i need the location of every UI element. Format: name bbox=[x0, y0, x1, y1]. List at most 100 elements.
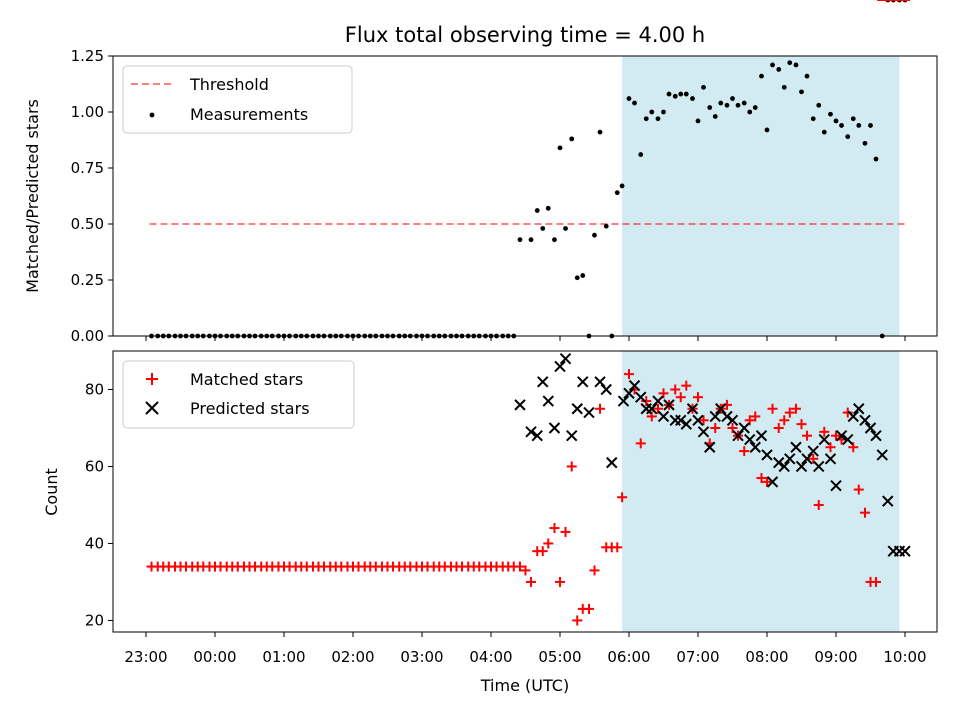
predicted-point bbox=[646, 403, 658, 415]
matched-point bbox=[566, 461, 577, 472]
predicted-point bbox=[830, 480, 842, 492]
measurement-point bbox=[666, 91, 672, 97]
predicted-point bbox=[531, 429, 543, 442]
legend-matched-label: Matched stars bbox=[190, 370, 303, 389]
measurement-point bbox=[678, 91, 684, 97]
y-tick-label: 1.25 bbox=[71, 47, 104, 65]
predicted-point bbox=[554, 360, 566, 373]
measurement-point bbox=[655, 116, 661, 122]
predicted-point bbox=[635, 391, 647, 403]
x-tick-label: 07:00 bbox=[676, 648, 719, 666]
bottom-shaded-span bbox=[622, 351, 900, 632]
predicted-point bbox=[795, 460, 808, 473]
predicted-point bbox=[663, 399, 675, 411]
y-tick-label: 80 bbox=[85, 380, 104, 398]
predicted-point bbox=[652, 395, 664, 407]
measurement-point bbox=[552, 237, 557, 243]
matched-point bbox=[819, 426, 830, 437]
measurement-point bbox=[833, 118, 839, 124]
predicted-point bbox=[824, 453, 837, 465]
predicted-point bbox=[704, 441, 716, 453]
measurement-point bbox=[764, 127, 770, 133]
top-panel: 0.00 0.25 0.50 0.75 1.00 1.25 Matched/Predict… bbox=[23, 0, 938, 345]
matched-point bbox=[853, 484, 864, 495]
measurement-point bbox=[597, 129, 603, 135]
predicted-point bbox=[628, 379, 641, 392]
predicted-point bbox=[680, 418, 692, 430]
x-tick-label: 03:00 bbox=[400, 648, 443, 666]
predicted-point bbox=[623, 387, 635, 400]
bottom-legend-box bbox=[122, 360, 355, 429]
predicted-point bbox=[542, 395, 554, 407]
matched-point bbox=[583, 603, 594, 614]
predicted-point bbox=[537, 376, 549, 388]
predicted-point bbox=[617, 395, 630, 407]
measurement-point bbox=[517, 237, 523, 243]
measurement-point bbox=[868, 123, 873, 128]
matched-point bbox=[526, 576, 537, 587]
x-tick-label: 05:00 bbox=[538, 648, 581, 666]
matched-point bbox=[595, 403, 606, 414]
measurement-point bbox=[810, 116, 816, 122]
measurement-point bbox=[707, 105, 713, 110]
predicted-point bbox=[697, 426, 710, 438]
predicted-point bbox=[525, 426, 537, 438]
matched-point bbox=[773, 422, 784, 433]
matched-point bbox=[767, 403, 778, 414]
matched-point bbox=[790, 403, 801, 414]
measurement-point bbox=[730, 96, 735, 101]
matched-point bbox=[635, 438, 646, 449]
matched-point bbox=[537, 546, 548, 557]
predicted-point bbox=[709, 410, 721, 423]
measurement-point bbox=[724, 102, 730, 108]
matched-point bbox=[514, 561, 525, 572]
counts-layer bbox=[146, 0, 911, 626]
measurement-point bbox=[845, 134, 851, 140]
chart-title: Flux total observing time = 4.00 h bbox=[345, 23, 705, 47]
predicted-point bbox=[801, 453, 813, 465]
matched-point bbox=[555, 576, 565, 587]
measurement-point bbox=[563, 226, 568, 231]
bottom-legend: Matched stars Predicted stars bbox=[122, 360, 355, 429]
measurement-point bbox=[701, 84, 706, 90]
top-axes-frame bbox=[112, 55, 938, 337]
measurement-point bbox=[619, 183, 625, 189]
measurement-point bbox=[862, 140, 868, 146]
predicted-point bbox=[847, 410, 859, 423]
bottom-y-ticks: 20 40 60 80 bbox=[85, 380, 113, 629]
top-shaded-span bbox=[622, 56, 900, 336]
predicted-point bbox=[600, 383, 612, 396]
predicted-point bbox=[870, 429, 882, 442]
predicted-point bbox=[790, 441, 802, 453]
predicted-point bbox=[548, 422, 561, 434]
legend-threshold-label: Threshold bbox=[189, 75, 269, 94]
predicted-point bbox=[571, 403, 583, 415]
x-tick-label: 08:00 bbox=[745, 648, 788, 666]
measurement-point bbox=[781, 84, 787, 90]
predicted-point bbox=[686, 403, 699, 415]
predicted-point bbox=[864, 422, 877, 434]
predicted-point bbox=[749, 441, 761, 453]
top-y-ticks: 0.00 0.25 0.50 0.75 1.00 1.25 bbox=[71, 47, 113, 345]
predicted-point bbox=[594, 376, 606, 388]
x-tick-label: 04:00 bbox=[469, 648, 512, 666]
matched-point bbox=[624, 369, 634, 380]
matched-point bbox=[560, 526, 571, 537]
measurement-point bbox=[752, 105, 758, 110]
measurement-point bbox=[603, 223, 609, 229]
predicted-point bbox=[899, 545, 911, 557]
x-tick-label: 02:00 bbox=[331, 648, 374, 666]
predicted-point bbox=[606, 456, 618, 469]
legend-predicted-swatch bbox=[145, 401, 159, 415]
measurement-point bbox=[741, 100, 747, 106]
matched-point bbox=[842, 407, 853, 418]
measurement-point bbox=[574, 275, 580, 281]
measurement-point bbox=[828, 111, 833, 117]
top-legend-box bbox=[122, 65, 353, 134]
x-tick-label: 10:00 bbox=[883, 648, 926, 666]
matched-point bbox=[698, 415, 709, 426]
matched-point bbox=[831, 430, 841, 441]
measurement-point bbox=[661, 109, 666, 115]
y-tick-label: 0.00 bbox=[71, 327, 104, 345]
